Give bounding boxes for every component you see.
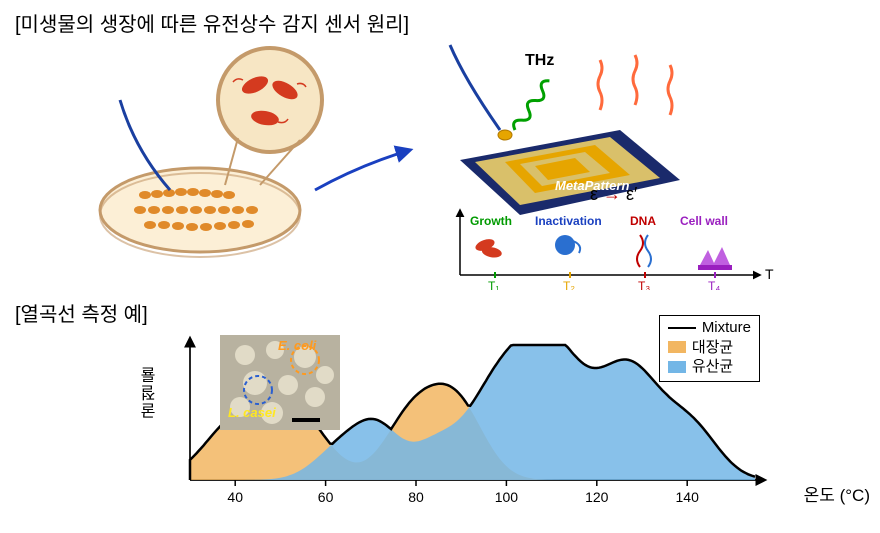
svg-text:T₂: T₂ xyxy=(563,279,575,290)
legend-swatch-mixture xyxy=(668,327,696,329)
svg-text:T: T xyxy=(765,266,774,282)
chart-ylabel: 굴절률 xyxy=(142,365,160,419)
svg-text:L. casei: L. casei xyxy=(228,405,276,420)
probe-tip xyxy=(498,130,512,140)
svg-text:120: 120 xyxy=(585,489,609,505)
svg-text:Inactivation: Inactivation xyxy=(535,214,602,228)
title-thermal-curve: [열곡선 측정 예] xyxy=(15,298,148,327)
svg-text:T₁: T₁ xyxy=(488,279,499,290)
svg-text:140: 140 xyxy=(676,489,700,505)
title-sensor-principle: [미생물의 생장에 따른 유전상수 감지 센서 원리] xyxy=(15,8,409,37)
heat-waves xyxy=(598,55,672,115)
metapattern-chip: MetaPattern xyxy=(460,130,680,215)
zoom-circle xyxy=(218,48,322,152)
legend-label-mixture: Mixture xyxy=(702,318,751,338)
svg-text:Cell wall: Cell wall xyxy=(680,214,728,228)
chart-legend: Mixture 대장균 유산균 xyxy=(659,315,760,382)
svg-text:DNA: DNA xyxy=(630,214,656,228)
chart-xlabel: 온도 (°C) xyxy=(804,481,870,506)
svg-text:60: 60 xyxy=(318,489,334,505)
probe-wire-right xyxy=(450,45,500,130)
svg-text:T₄: T₄ xyxy=(708,279,720,290)
svg-text:Growth: Growth xyxy=(470,214,512,228)
timeline-axes: T T₁ T₂ T₃ T₄ Growth Inactivation DNA Ce… xyxy=(460,210,774,290)
thz-label: THz xyxy=(525,52,554,69)
svg-text:T₃: T₃ xyxy=(638,279,650,290)
chart-inset: E. coli L. casei xyxy=(220,335,340,430)
svg-text:40: 40 xyxy=(227,489,243,505)
thz-wave xyxy=(511,78,554,133)
legend-mixture: Mixture xyxy=(668,318,751,338)
schematic-panel: MetaPattern THz ε → ε′ T T₁ T₂ T₃ T₄ xyxy=(60,40,820,290)
legend-ecoli: 대장균 xyxy=(668,338,751,358)
svg-text:80: 80 xyxy=(408,489,424,505)
legend-swatch-ecoli xyxy=(668,341,686,353)
schematic-svg: MetaPattern THz ε → ε′ T T₁ T₂ T₃ T₄ xyxy=(60,40,820,290)
svg-text:E. coli: E. coli xyxy=(278,338,317,353)
chart-panel: 굴절률 406080100120140 온도 (°C) Mixture 대장균 xyxy=(150,330,830,520)
svg-text:100: 100 xyxy=(495,489,519,505)
legend-swatch-lacto xyxy=(668,361,686,373)
legend-lacto: 유산균 xyxy=(668,357,751,377)
legend-label-lacto: 유산균 xyxy=(692,357,733,377)
arrow-to-chip xyxy=(315,150,410,190)
legend-label-ecoli: 대장균 xyxy=(692,338,733,358)
epsilon-label: ε → ε′ xyxy=(590,184,638,204)
